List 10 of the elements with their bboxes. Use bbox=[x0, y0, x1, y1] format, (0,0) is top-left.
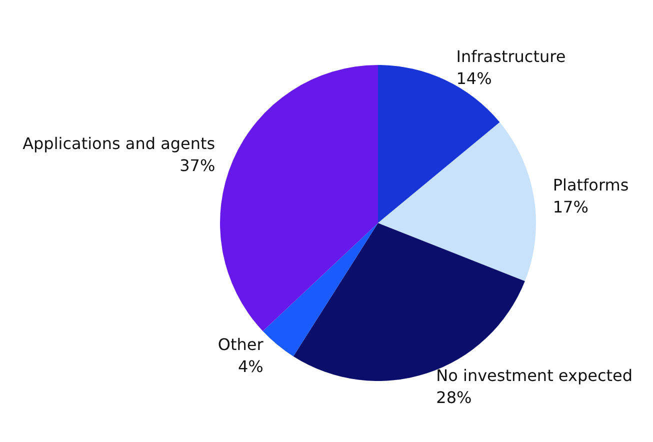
data-label: 14% bbox=[456, 68, 492, 88]
slice-label: No investment expected bbox=[436, 366, 633, 386]
slice-label: Applications and agents bbox=[22, 134, 216, 154]
data-label: 17% bbox=[552, 198, 588, 217]
slice-label: Infrastructure bbox=[456, 46, 566, 66]
data-label: 4% bbox=[238, 357, 264, 376]
data-label: 28% bbox=[436, 388, 472, 408]
data-label: 37% bbox=[180, 156, 216, 176]
slice-label: Other bbox=[218, 335, 264, 354]
slice-label: Platforms bbox=[552, 176, 629, 195]
